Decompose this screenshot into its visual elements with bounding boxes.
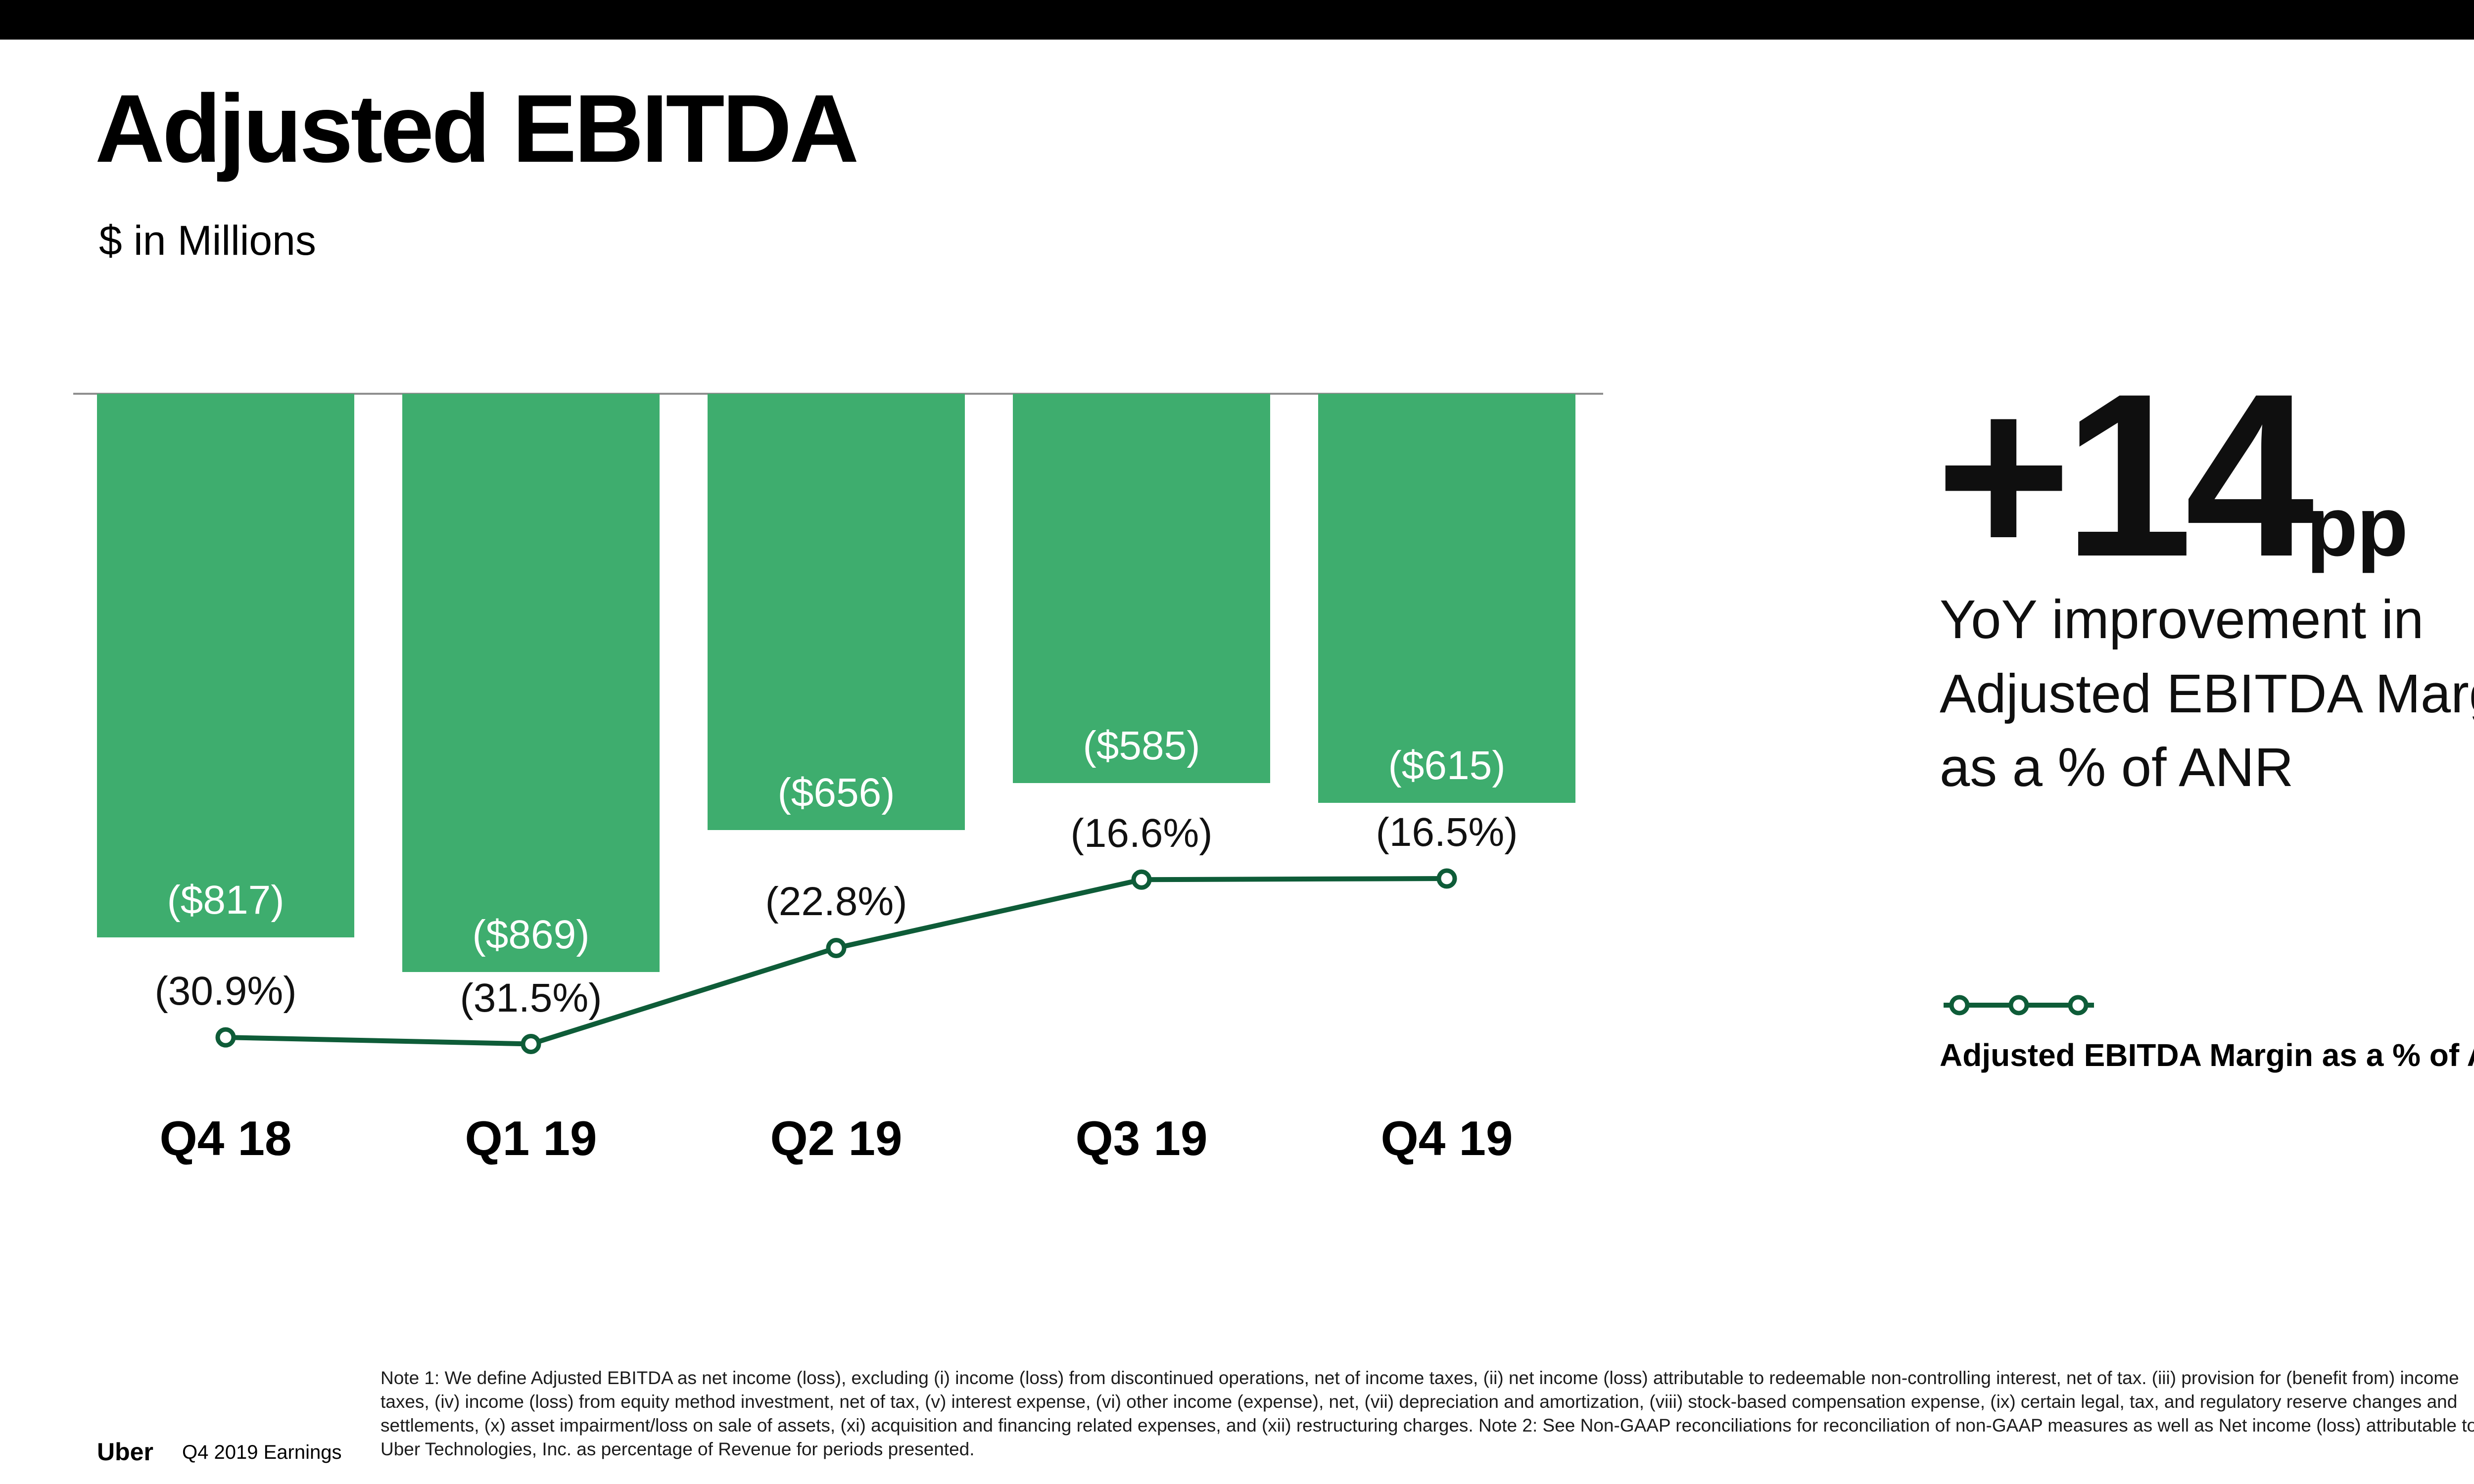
margin-value-label: (16.6%) [1070, 811, 1213, 856]
bar-value-label: ($869) [472, 912, 590, 957]
footer-label: Q4 2019 Earnings [182, 1441, 342, 1463]
highlight-description: YoY improvement in Adjusted EBITDA Margi… [1940, 589, 2474, 798]
line-point [521, 1034, 541, 1054]
page-subtitle: $ in Millions [99, 217, 316, 264]
x-axis-label: Q1 19 [465, 1111, 597, 1165]
bar-value-label: ($817) [167, 877, 285, 923]
highlight-value: +14 [1936, 345, 2314, 605]
top-accent-bar [0, 0, 2474, 40]
x-axis-label: Q3 19 [1075, 1111, 1208, 1165]
uber-logo: Uber [97, 1438, 153, 1466]
bar-q1-19: ($869) [402, 394, 660, 972]
bar-value-label: ($585) [1083, 723, 1200, 768]
bar-value-label: ($656) [777, 770, 895, 816]
line-point [1131, 869, 1152, 890]
margin-value-label: (16.5%) [1376, 810, 1518, 855]
bar-q3-19: ($585) [1013, 394, 1270, 783]
margin-value-label: (30.9%) [154, 969, 297, 1014]
x-axis-label: Q4 19 [1380, 1111, 1513, 1165]
line-point [1436, 868, 1457, 889]
bar-value-label: ($615) [1388, 743, 1506, 788]
bar-q2-19: ($656) [708, 394, 965, 831]
legend-label: Adjusted EBITDA Margin as a % of ANR [1940, 1037, 2474, 1073]
page-title: Adjusted EBITDA [95, 75, 859, 183]
margin-value-label: (31.5%) [460, 975, 602, 1020]
x-axis-label: Q2 19 [770, 1111, 903, 1165]
bar-q4-18: ($817) [97, 394, 354, 937]
x-axis-label: Q4 18 [159, 1111, 292, 1165]
line-point [215, 1027, 236, 1048]
margin-value-label: (22.8%) [765, 879, 907, 925]
highlight-unit: pp [2306, 480, 2408, 574]
footnote: Note 1: We define Adjusted EBITDA as net… [381, 1368, 2474, 1460]
legend-line-icon [1944, 995, 2094, 1016]
line-point [826, 937, 847, 958]
bar-q4-19: ($615) [1318, 394, 1575, 803]
highlight-stat: +14pp [1936, 359, 2408, 592]
